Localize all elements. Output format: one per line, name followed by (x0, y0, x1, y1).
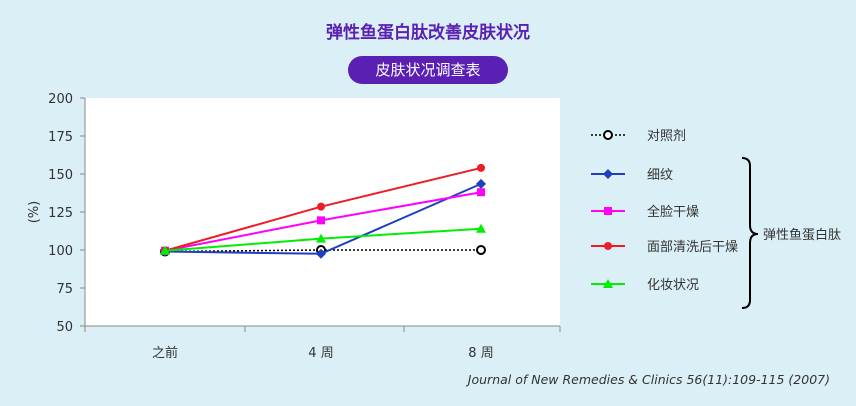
data-point (160, 245, 170, 255)
legend-label: 全脸干燥 (647, 204, 699, 220)
y-tick-label: 200 (48, 92, 73, 107)
legend-marker (604, 207, 612, 215)
x-tick-label: 之前 (152, 345, 178, 361)
y-tick-label: 75 (56, 282, 73, 297)
bracket-label: 弹性鱼蛋白肽 (763, 227, 841, 243)
data-point (476, 245, 486, 255)
legend-item: 对照剂 (591, 129, 686, 144)
legend-item: 全脸干燥 (591, 204, 699, 220)
chart-title: 弹性鱼蛋白肽改善皮肤状况 (326, 23, 530, 43)
data-point (476, 223, 486, 233)
data-point (317, 216, 325, 225)
chart-subtitle-badge: 皮肤状况调查表 (348, 56, 508, 84)
legend-marker (604, 242, 612, 250)
brace (741, 157, 759, 309)
data-point (477, 188, 485, 197)
data-point (317, 202, 325, 211)
legend-item: 面部清洗后干燥 (591, 240, 738, 255)
data-point (316, 233, 326, 243)
legend-marker (603, 130, 613, 140)
series-4 (160, 223, 486, 255)
legend-marker (603, 169, 613, 179)
y-tick-label: 150 (48, 168, 73, 183)
source-citation: Journal of New Remedies & Clinics 56(11)… (467, 372, 830, 387)
legend-item: 化妆状况 (591, 278, 699, 293)
x-tick-label: 8 周 (468, 346, 493, 361)
legend-label: 化妆状况 (647, 278, 699, 293)
legend-marker (603, 279, 613, 288)
data-point (477, 163, 485, 172)
y-tick-label: 125 (48, 206, 73, 221)
legend-label: 面部清洗后干燥 (647, 240, 738, 255)
data-point (316, 248, 326, 259)
data-point (476, 178, 486, 189)
y-tick-label: 100 (48, 244, 73, 259)
x-tick-label: 4 周 (308, 346, 333, 361)
legend-label: 对照剂 (647, 129, 686, 144)
legend-item: 细纹 (591, 168, 673, 183)
legend-label: 细纹 (647, 168, 673, 183)
y-tick-label: 50 (56, 320, 73, 335)
plot-area (85, 98, 560, 326)
y-tick-label: 175 (48, 130, 73, 145)
y-axis-label: (%) (27, 201, 42, 224)
